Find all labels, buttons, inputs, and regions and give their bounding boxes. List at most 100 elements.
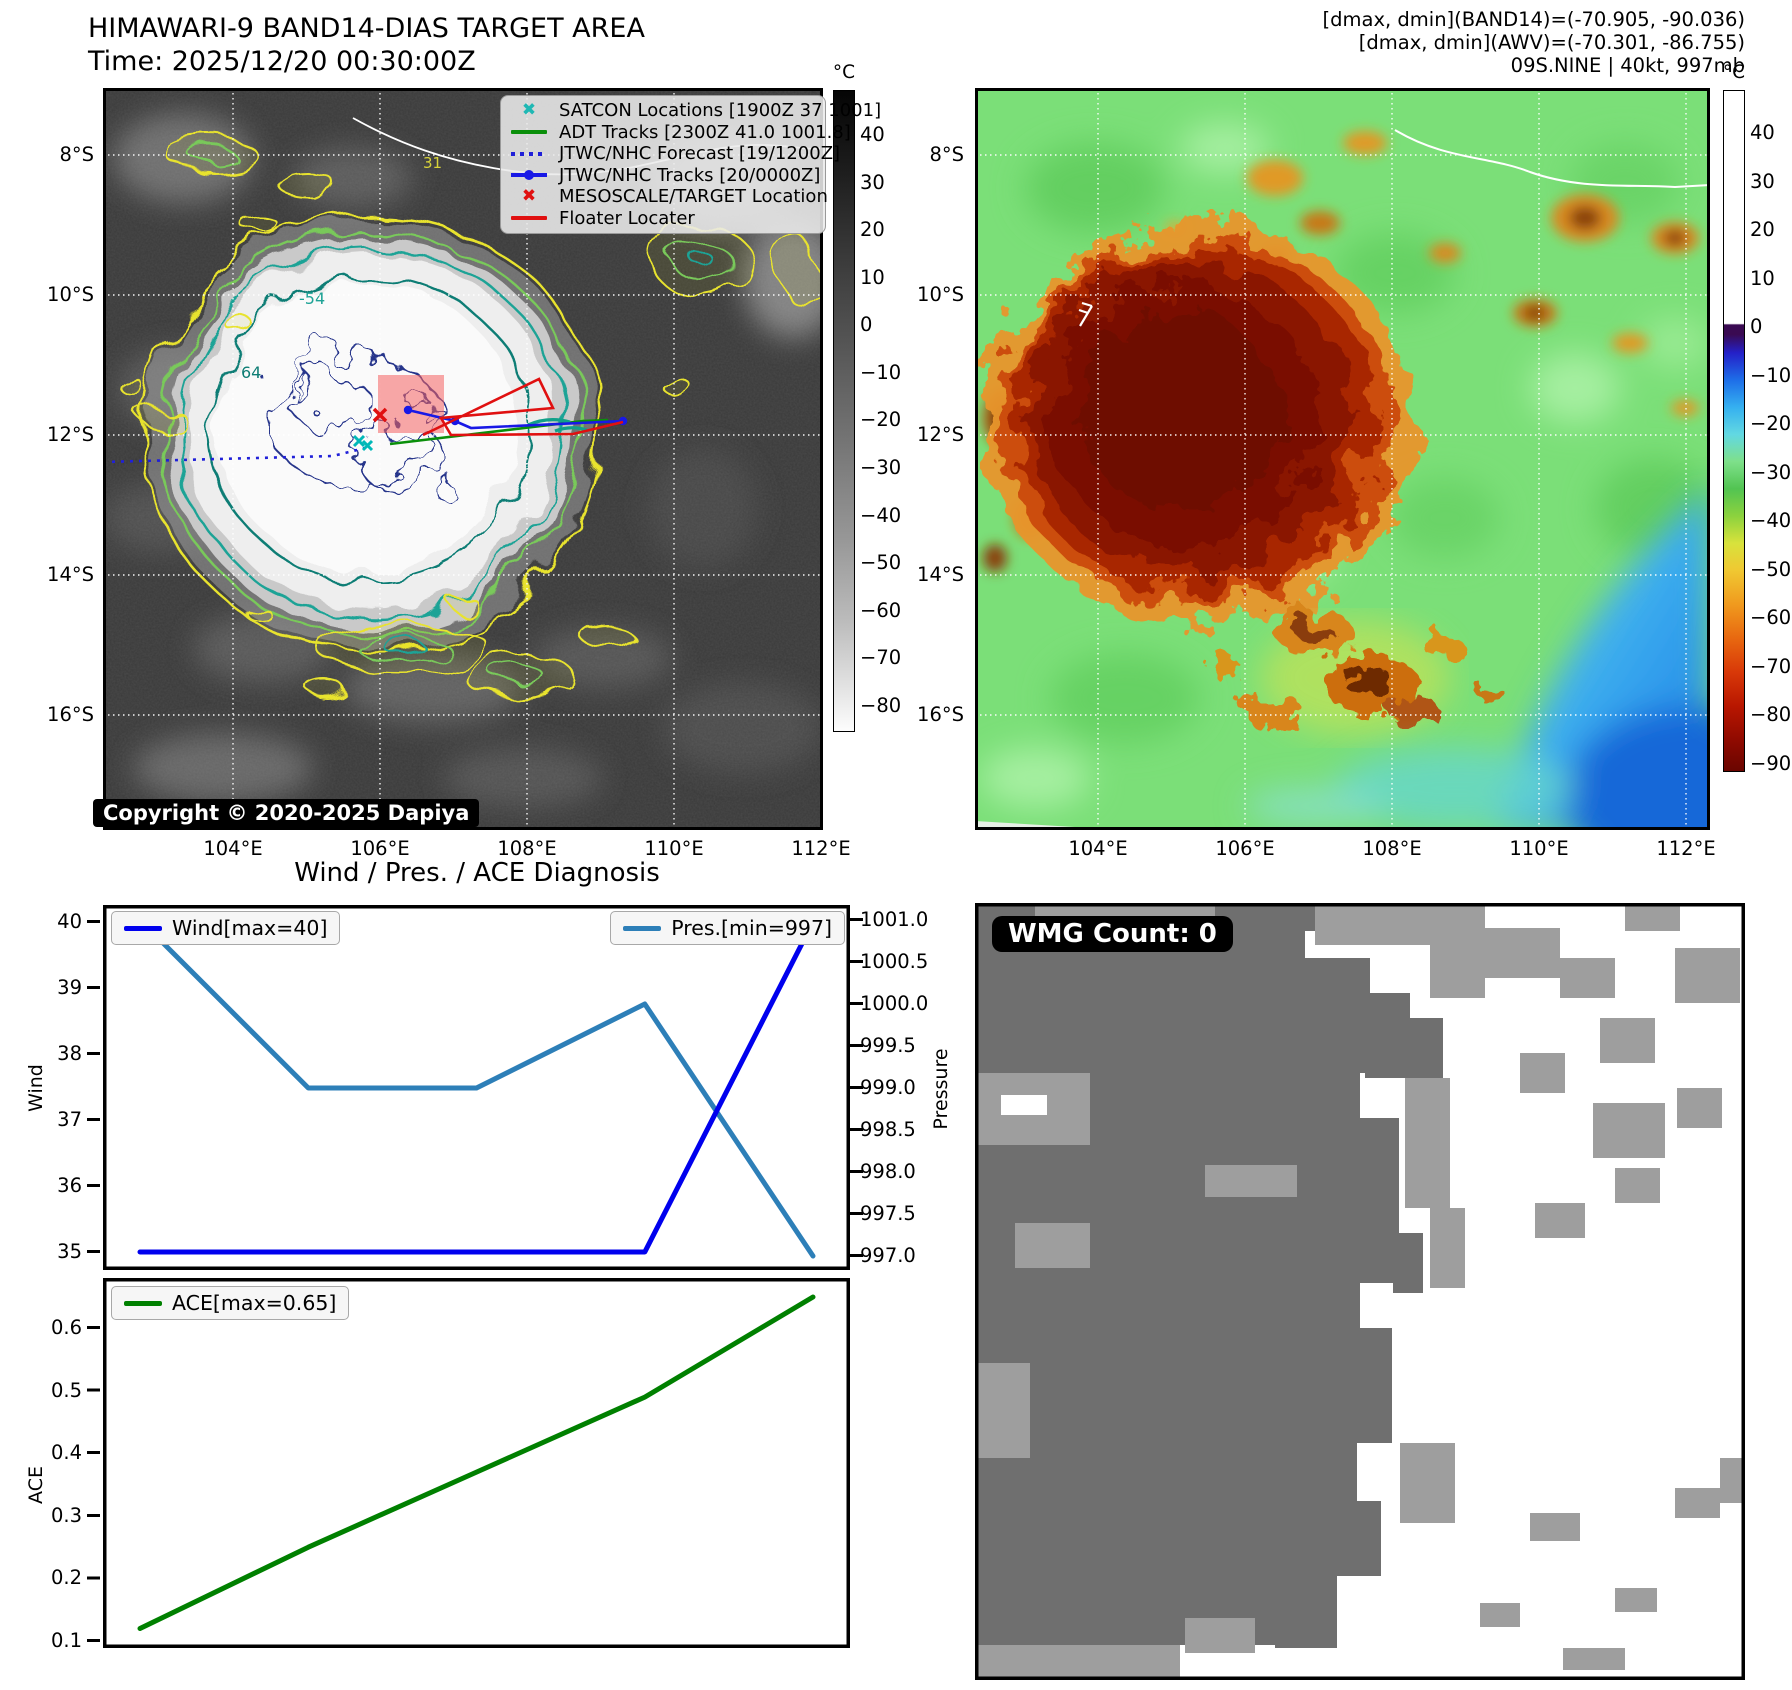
axis-tick-label: 997.0 [860, 1244, 916, 1267]
wmg-count-badge: WMG Count: 0 [992, 916, 1233, 952]
axis-tick-label: 40 [57, 910, 82, 933]
axis-tick-label: 0.5 [50, 1378, 82, 1402]
colorbar-tick-label: −10 [1750, 363, 1792, 387]
colorbar-tick-label: 20 [1750, 218, 1775, 242]
contour-label: 31 [423, 154, 442, 172]
awv-colorbar [1723, 90, 1745, 772]
peripheral-green-contours [190, 147, 730, 690]
green-mottle [980, 123, 1710, 808]
left-map-x-axis: 104°E 106°E 108°E 110°E 112°E [173, 836, 881, 862]
colorbar-tick-label: −50 [860, 551, 902, 575]
timestamp: Time: 2025/12/20 00:30:00Z [88, 46, 476, 77]
pres-legend-label: Pres.[min=997] [671, 916, 832, 940]
ace-chart [103, 1278, 850, 1648]
axis-tick-label: 0.6 [50, 1316, 82, 1339]
axis-tick-label: 106°E [1215, 837, 1275, 860]
colorbar-tick-label: −40 [860, 503, 902, 527]
colorbar-tick-label: −30 [1750, 460, 1792, 484]
colorbar-tick-label: −50 [1750, 557, 1792, 581]
blue-line-dot-icon [507, 170, 551, 181]
axis-tick-label: 0.3 [50, 1503, 82, 1527]
contour-label: -54 [299, 289, 325, 308]
legend-row-adt: ADT Tracks [2300Z 41.0 1001.8] [507, 122, 851, 144]
legend-label: JTWC/NHC Tracks [20/0000Z] [559, 164, 821, 186]
colorbar-tick-label: 10 [860, 265, 885, 289]
axis-tick-label: 1000.0 [860, 992, 929, 1015]
colorbar-tick-label: −40 [1750, 509, 1792, 533]
axis-tick-label: 108°E [1362, 837, 1422, 860]
red-x-icon: ✖ [521, 186, 537, 207]
ace-line [137, 1294, 816, 1631]
satcon-x-markers [352, 434, 374, 452]
floater-locater-line [422, 377, 624, 437]
chart-title: Wind / Pres. / ACE Diagnosis [294, 858, 660, 888]
legend-row-tracks: JTWC/NHC Tracks [20/0000Z] [507, 165, 825, 187]
colorbar-tick-label: 20 [860, 218, 885, 242]
jtwc-track-points [403, 405, 628, 426]
wmg-white-hole [1001, 1095, 1047, 1115]
colorbar-tick-label: 40 [1750, 121, 1775, 144]
axis-tick-label: 8°S [59, 143, 94, 166]
legend-label: Floater Locater [559, 207, 695, 229]
axis-tick-label: 14°S [917, 563, 964, 586]
blue-dotted-line-icon [507, 151, 551, 156]
jtwc-track-line [407, 408, 624, 430]
axis-tick-label: 997.5 [860, 1202, 916, 1225]
axis-tick-label: 16°S [917, 703, 964, 726]
colorbar-tick-label: −80 [1750, 703, 1792, 727]
map-border [103, 88, 823, 830]
axis-tick-label: 12°S [47, 423, 94, 446]
colorbar-tick-label: −10 [860, 360, 902, 384]
colorbar-tick-label: 0 [1750, 315, 1763, 339]
map-border [975, 88, 1710, 830]
blue-corner [1245, 488, 1710, 830]
axis-tick-label: 999.5 [860, 1034, 916, 1057]
ir-colorbar-ticks: 40 30 20 10 0 −10 −20 −30 −40 −50 −60 −70 −80 [860, 123, 908, 718]
ace-axis-labels: 0.6 0.5 0.4 0.3 0.2 0.1 [40, 1315, 82, 1654]
pressure-line [137, 917, 816, 1259]
axis-tick-label: 999.0 [860, 1076, 916, 1099]
axis-tick-label: 112°E [791, 837, 851, 860]
colorbar-tick-label: −90 [1750, 751, 1792, 775]
south-arc-cells [1209, 609, 1509, 731]
legend-label: SATCON Locations [1900Z 37 1001] [559, 100, 882, 122]
legend-row-forecast: JTWC/NHC Forecast [19/1200Z] [507, 143, 840, 165]
axis-tick-label: 10°S [917, 283, 964, 306]
green-line-icon [507, 130, 551, 135]
axis-tick-label: 104°E [1068, 837, 1128, 860]
legend-row-satcon: ✖ SATCON Locations [1900Z 37 1001] [507, 100, 881, 122]
axis-tick-label: 108°E [497, 837, 557, 860]
legend-label: JTWC/NHC Forecast [19/1200Z] [559, 143, 841, 165]
legend-row-mesoscale: ✖ MESOSCALE/TARGET Location [507, 186, 828, 208]
contour-label: 64 [241, 363, 261, 382]
peripheral-contours [120, 139, 821, 703]
chart-border [103, 905, 850, 1270]
red-line-icon [507, 216, 551, 221]
colorbar-tick-label: −20 [1750, 412, 1792, 436]
colorbar-tick-label: −70 [860, 646, 902, 670]
colorbar-tick-label: −20 [860, 408, 902, 432]
cold-core-blob [985, 223, 1415, 623]
colorbar-tick-label: −80 [860, 693, 902, 717]
left-map-y-axis: 8°S 10°S 12°S 14°S 16°S [28, 142, 94, 728]
adt-track-line [389, 418, 609, 446]
mesoscale-x-marker [372, 407, 388, 423]
axis-tick-label: 36 [57, 1174, 82, 1197]
legend-row-floater: Floater Locater [507, 208, 825, 230]
copyright-badge: Copyright © 2020-2025 Dapiya [93, 799, 480, 827]
axis-tick-label: 1000.5 [860, 950, 929, 973]
wind-axis-title: Wind [25, 1064, 47, 1112]
chart-border [103, 1278, 850, 1648]
header-stats: [dmax, dmin](BAND14)=(-70.905, -90.036) … [1095, 8, 1745, 77]
enhanced-ir-map [975, 88, 1710, 830]
axis-tick-label: 0.4 [50, 1441, 82, 1465]
axis-tick-label: 1001.0 [860, 908, 929, 931]
ace-legend: ACE[max=0.65] [111, 1286, 350, 1320]
ace-legend-label: ACE[max=0.65] [172, 1291, 337, 1315]
pressure-axis-ticks [850, 918, 863, 1257]
page-title: HIMAWARI-9 BAND14-DIAS TARGET AREA [88, 13, 645, 44]
axis-tick-label: 110°E [644, 837, 704, 860]
axis-tick-label: 14°S [47, 563, 94, 586]
map-legend: ✖ SATCON Locations [1900Z 37 1001] ADT T… [500, 95, 881, 234]
grid-lines [975, 88, 1710, 830]
